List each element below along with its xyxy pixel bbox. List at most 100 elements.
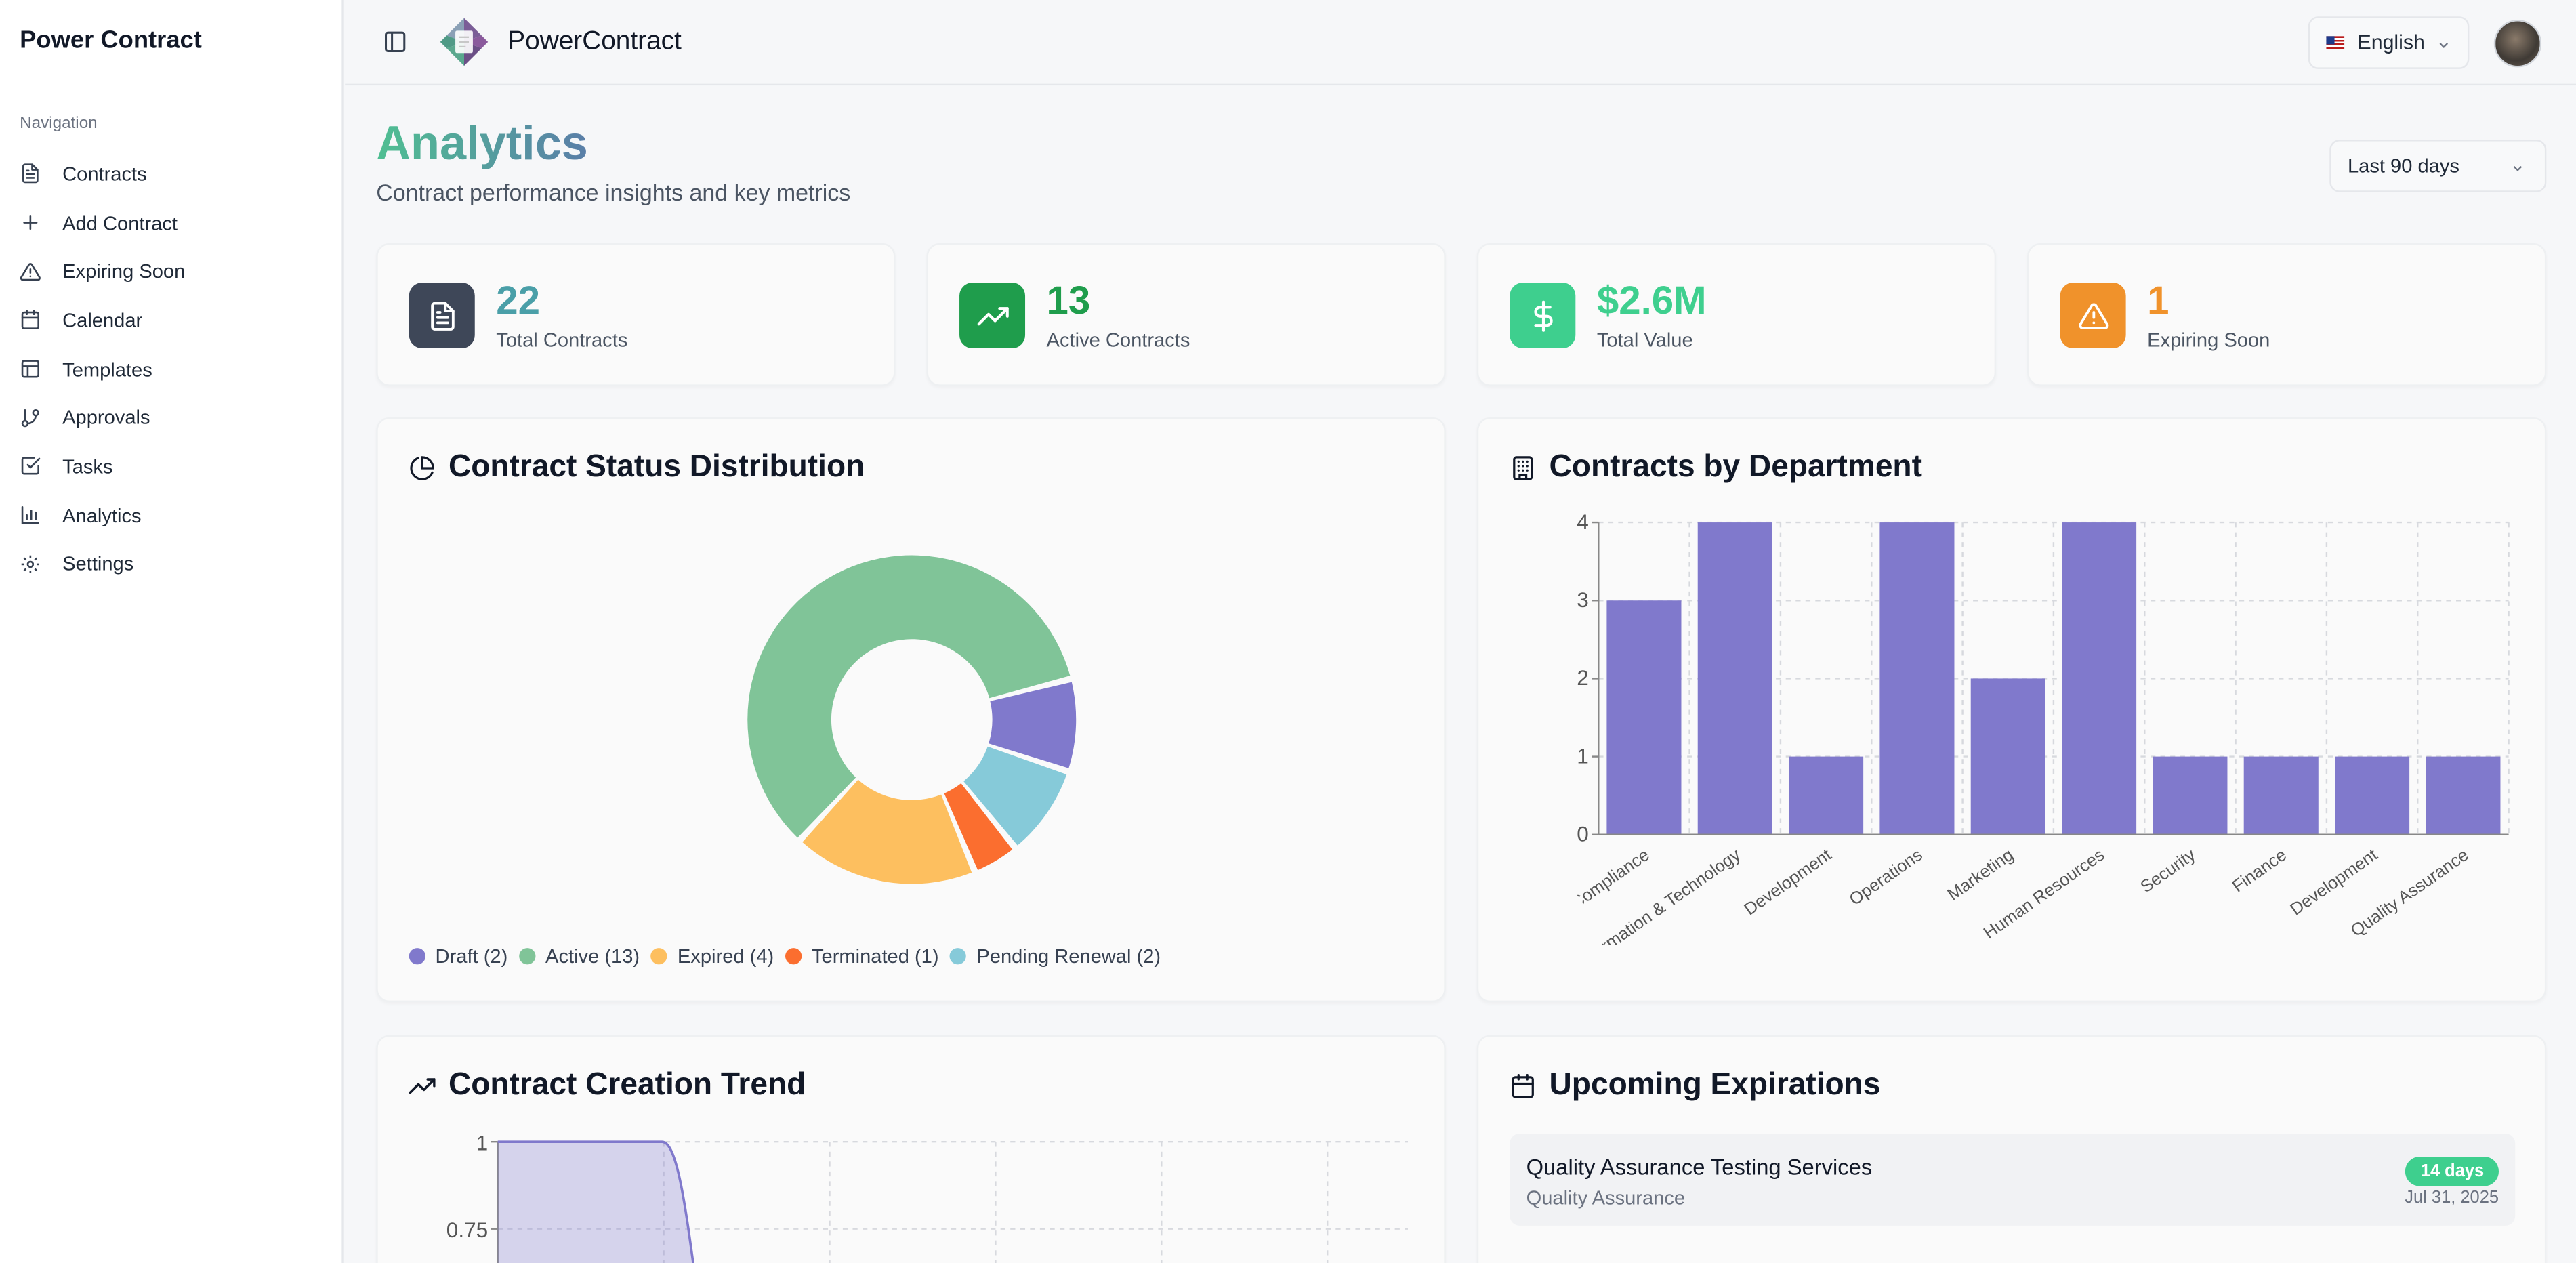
upcoming-expirations-card: Upcoming Expirations Quality Assurance T…: [1476, 1035, 2547, 1263]
top-bar: PowerContract English: [345, 0, 2576, 86]
bar-6: [2153, 756, 2228, 835]
sidebar-item-templates[interactable]: Templates: [20, 345, 329, 394]
chart-legend: Draft (2) Active (13) Expired (4) Termin…: [409, 945, 1172, 968]
card-title: Contract Creation Trend: [409, 1068, 806, 1104]
stat-card-active-contracts: 13 Active Contracts: [926, 243, 1446, 386]
y-tick-label: 1: [1577, 743, 1589, 768]
chevron-down-icon: [2439, 43, 2449, 49]
legend-swatch: [950, 948, 967, 965]
stat-icon-box: [959, 283, 1026, 349]
creation-trend-card: Contract Creation Trend 1 0.75: [376, 1035, 1446, 1263]
donut-slice-active: [747, 555, 1071, 838]
stat-value: 22: [496, 279, 541, 324]
y-tick-label: 0: [1577, 821, 1589, 846]
gear-icon: [21, 555, 39, 573]
x-tick-label: Marketing: [1944, 846, 2017, 905]
y-tick-label: 0.75: [446, 1218, 488, 1242]
legend-item[interactable]: Expired (4): [651, 945, 774, 968]
legend-item[interactable]: Terminated (1): [785, 945, 939, 968]
user-avatar[interactable]: [2493, 20, 2542, 68]
stat-card-total-contracts: 22 Total Contracts: [376, 243, 896, 386]
sidebar-item-add-contract[interactable]: Add Contract: [20, 199, 329, 247]
days-left-badge: 14 days: [2405, 1157, 2499, 1186]
card-title: Upcoming Expirations: [1510, 1068, 1880, 1104]
sidebar-toggle-icon[interactable]: [383, 30, 407, 54]
legend-swatch: [651, 948, 668, 965]
sidebar-item-label: Calendar: [62, 308, 143, 332]
y-tick-label: 1: [476, 1130, 489, 1155]
legend-item[interactable]: Pending Renewal (2): [950, 945, 1161, 968]
pie-chart-icon: [410, 456, 434, 480]
sidebar-item-label: Expiring Soon: [62, 260, 186, 283]
sidebar-item-label: Settings: [62, 552, 134, 576]
sidebar: Power Contract Navigation Contracts Add …: [0, 0, 344, 1263]
legend-label: Draft (2): [435, 945, 508, 968]
x-tick-label: Development: [2287, 846, 2381, 919]
donut-slice-draft: [989, 682, 1077, 768]
app-name: PowerContract: [507, 28, 682, 56]
legend-label: Terminated (1): [811, 945, 939, 968]
file-text-icon: [430, 301, 454, 330]
card-title-text: Upcoming Expirations: [1549, 1068, 1881, 1103]
bar-7: [2243, 756, 2319, 835]
calendar-icon: [1512, 1073, 1534, 1098]
trending-up-icon: [409, 1078, 436, 1094]
bar-9: [2426, 756, 2501, 835]
legend-item[interactable]: Active (13): [519, 945, 640, 968]
sidebar-item-approvals[interactable]: Approvals: [20, 394, 329, 442]
stat-icon-box: [409, 283, 475, 349]
stat-icon-box: [2060, 283, 2126, 349]
legend-swatch: [519, 948, 536, 965]
date-range-select[interactable]: Last 90 days: [2329, 140, 2547, 192]
expiration-item[interactable]: Quality Assurance Testing Services Quali…: [1510, 1134, 2516, 1226]
sidebar-item-label: Templates: [62, 357, 152, 381]
y-tick-label: 3: [1577, 587, 1589, 612]
page-title: Analytics: [376, 119, 588, 173]
sidebar-item-calendar[interactable]: Calendar: [20, 296, 329, 345]
bar-1: [1697, 522, 1772, 835]
card-title-text: Contract Creation Trend: [448, 1068, 806, 1103]
x-tick-label: Development: [1741, 846, 1835, 919]
card-title: Contract Status Distribution: [409, 450, 865, 486]
stat-label: Active Contracts: [1046, 328, 1190, 352]
bar-0: [1606, 600, 1682, 835]
legend-swatch: [785, 948, 802, 965]
sidebar-item-contracts[interactable]: Contracts: [20, 150, 329, 199]
card-title-text: Contract Status Distribution: [448, 450, 865, 485]
stat-label: Expiring Soon: [2147, 328, 2270, 352]
file-text-icon: [22, 164, 39, 184]
page-subtitle: Contract performance insights and key me…: [376, 179, 851, 206]
sidebar-item-tasks[interactable]: Tasks: [20, 442, 329, 491]
donut-slice-pending-renewal: [963, 746, 1067, 846]
sidebar-item-label: Contracts: [62, 162, 147, 186]
legend-swatch: [409, 948, 426, 965]
y-tick-label: 4: [1577, 510, 1589, 534]
legend-item[interactable]: Draft (2): [409, 945, 508, 968]
layout-icon: [21, 360, 39, 378]
stat-label: Total Value: [1596, 328, 1693, 352]
x-tick-label: Finance: [2229, 846, 2290, 896]
stat-value: $2.6M: [1596, 279, 1707, 324]
bar-4: [1970, 678, 2045, 835]
sidebar-item-settings[interactable]: Settings: [20, 540, 329, 589]
legend-label: Pending Renewal (2): [976, 945, 1161, 968]
us-flag-icon: [2326, 36, 2345, 49]
department-card: Contracts by Department 0 1 2 3 4 Legal & Com…: [1476, 417, 2547, 1003]
donut-slice-expired: [802, 779, 972, 884]
sidebar-item-label: Tasks: [62, 455, 113, 478]
sidebar-item-label: Add Contract: [62, 211, 178, 234]
sidebar-item-analytics[interactable]: Analytics: [20, 491, 329, 540]
alert-triangle-icon: [20, 262, 41, 281]
language-label: English: [2357, 31, 2425, 55]
legend-label: Expired (4): [677, 945, 774, 968]
building-icon: [1513, 456, 1533, 480]
dollar-icon: [1533, 299, 1552, 331]
plus-icon: [23, 215, 38, 230]
language-select[interactable]: English: [2308, 16, 2470, 69]
stat-value: 13: [1046, 279, 1091, 324]
calendar-icon: [21, 310, 39, 331]
sidebar-item-expiring-soon[interactable]: Expiring Soon: [20, 247, 329, 296]
trend-line: [497, 1140, 694, 1263]
x-tick-label: Security: [2137, 846, 2199, 897]
